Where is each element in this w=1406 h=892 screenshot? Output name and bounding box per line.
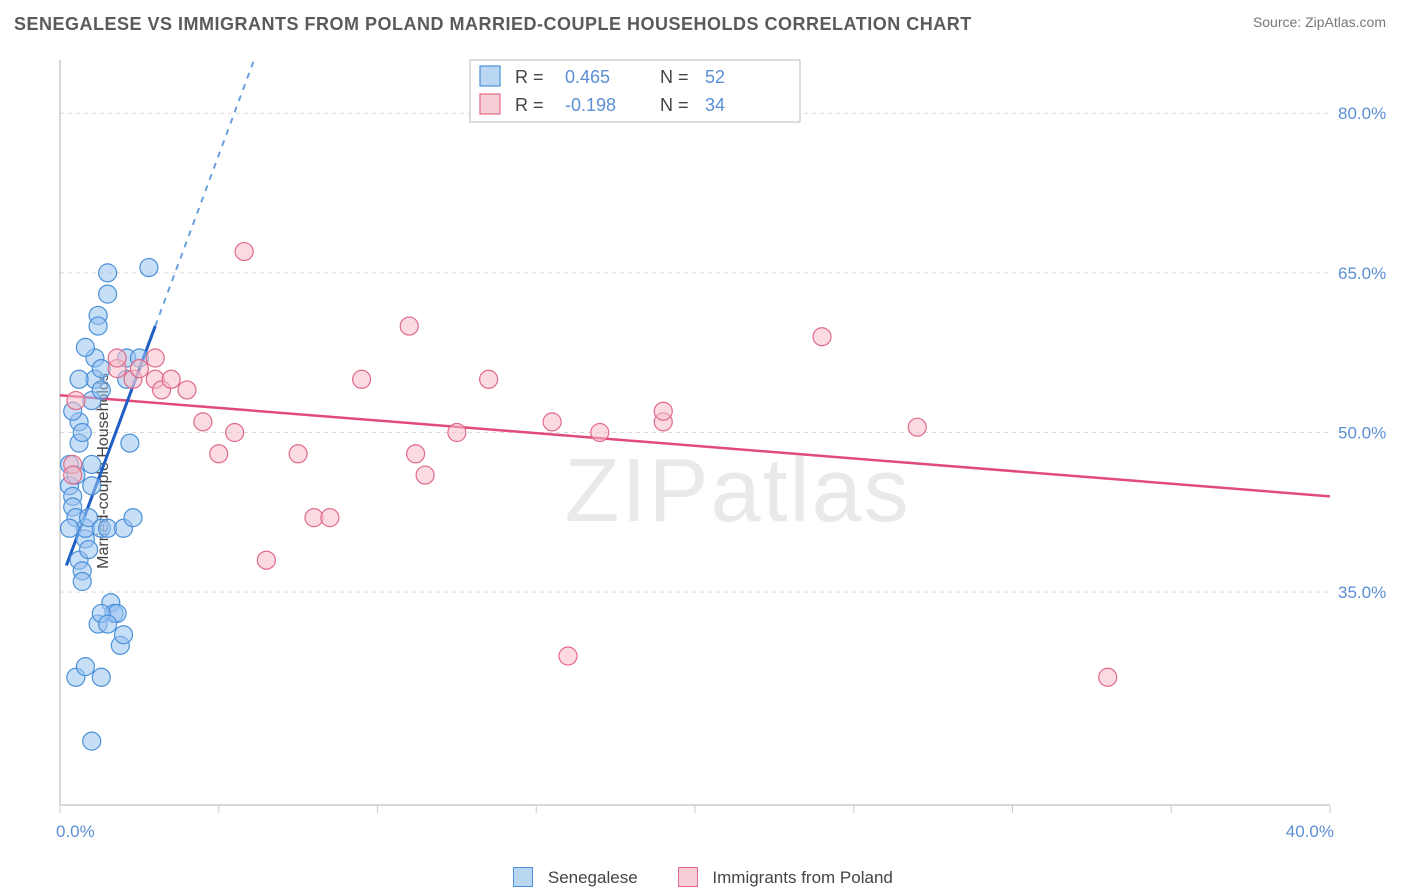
point-senegalese: [92, 381, 110, 399]
legend-n-value: 34: [705, 95, 725, 115]
point-senegalese: [80, 541, 98, 559]
point-poland: [130, 360, 148, 378]
point-poland: [908, 418, 926, 436]
point-poland: [64, 466, 82, 484]
point-poland: [226, 424, 244, 442]
point-senegalese: [121, 434, 139, 452]
y-tick-label: 80.0%: [1338, 104, 1386, 123]
point-poland: [400, 317, 418, 335]
point-poland: [559, 647, 577, 665]
point-senegalese: [99, 615, 117, 633]
point-poland: [235, 243, 253, 261]
point-poland: [407, 445, 425, 463]
point-senegalese: [70, 370, 88, 388]
legend-swatch-blue: [513, 867, 533, 887]
point-senegalese: [73, 573, 91, 591]
point-poland: [448, 424, 466, 442]
legend-label: Immigrants from Poland: [712, 868, 892, 887]
legend-r-label: R =: [515, 67, 544, 87]
y-tick-label: 35.0%: [1338, 583, 1386, 602]
point-senegalese: [83, 455, 101, 473]
point-senegalese: [83, 732, 101, 750]
point-senegalese: [61, 519, 79, 537]
point-senegalese: [115, 626, 133, 644]
legend-n-value: 52: [705, 67, 725, 87]
point-senegalese: [99, 285, 117, 303]
point-poland: [353, 370, 371, 388]
legend-r-label: R =: [515, 95, 544, 115]
legend-bottom: Senegalese Immigrants from Poland: [0, 867, 1406, 888]
x-tick-label: 40.0%: [1286, 822, 1334, 841]
point-senegalese: [99, 264, 117, 282]
chart-source: Source: ZipAtlas.com: [1253, 14, 1386, 30]
y-tick-label: 50.0%: [1338, 424, 1386, 443]
y-tick-label: 65.0%: [1338, 264, 1386, 283]
point-poland: [67, 392, 85, 410]
point-senegalese: [124, 509, 142, 527]
point-senegalese: [83, 477, 101, 495]
point-poland: [162, 370, 180, 388]
point-poland: [108, 349, 126, 367]
legend-n-label: N =: [660, 67, 689, 87]
point-poland: [321, 509, 339, 527]
point-poland: [416, 466, 434, 484]
point-poland: [257, 551, 275, 569]
regression-line-pink: [60, 395, 1330, 496]
x-tick-label: 0.0%: [56, 822, 95, 841]
point-poland: [813, 328, 831, 346]
legend-n-label: N =: [660, 95, 689, 115]
legend-item-senegalese: Senegalese: [513, 867, 638, 888]
point-poland: [1099, 668, 1117, 686]
point-poland: [210, 445, 228, 463]
point-poland: [289, 445, 307, 463]
legend-r-value: 0.465: [565, 67, 610, 87]
legend-label: Senegalese: [548, 868, 638, 887]
point-poland: [480, 370, 498, 388]
regression-line-blue-dashed: [155, 60, 254, 326]
chart-container: Married-couple Households 35.0%50.0%65.0…: [0, 50, 1406, 892]
point-senegalese: [73, 424, 91, 442]
point-senegalese: [89, 317, 107, 335]
legend-r-value: -0.198: [565, 95, 616, 115]
point-poland: [194, 413, 212, 431]
legend-swatch: [480, 66, 500, 86]
point-senegalese: [140, 259, 158, 277]
point-poland: [178, 381, 196, 399]
legend-item-poland: Immigrants from Poland: [678, 867, 893, 888]
scatter-plot: 35.0% 50.0% 65.0% 80.0% 0.0% 40.0% R = 0.465 N =…: [50, 50, 1390, 850]
point-poland: [146, 349, 164, 367]
point-senegalese: [76, 658, 94, 676]
point-poland: [591, 424, 609, 442]
legend-swatch-pink: [678, 867, 698, 887]
point-poland: [654, 402, 672, 420]
point-senegalese: [92, 668, 110, 686]
point-poland: [543, 413, 561, 431]
point-senegalese: [76, 338, 94, 356]
chart-title: SENEGALESE VS IMMIGRANTS FROM POLAND MAR…: [14, 14, 972, 35]
legend-swatch: [480, 94, 500, 114]
